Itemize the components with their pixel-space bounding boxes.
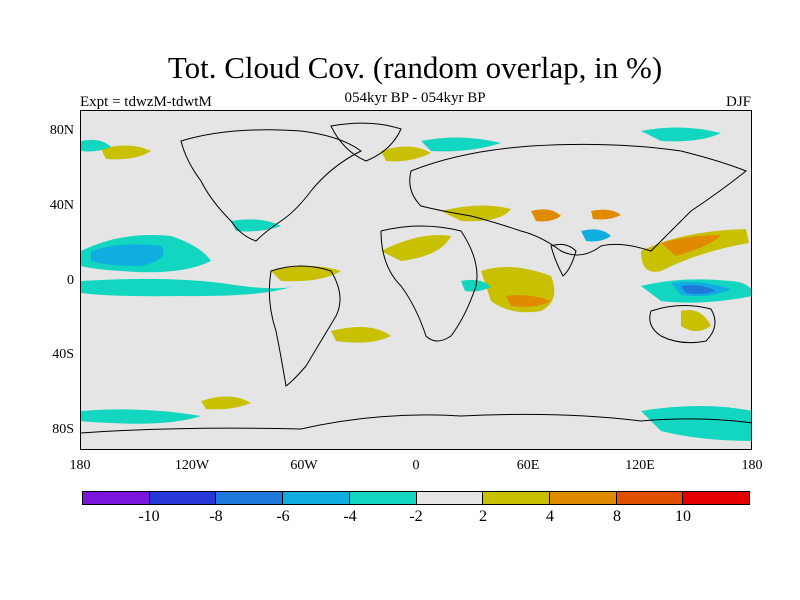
coastline-greenland [330, 122, 402, 162]
anomaly-patch [381, 235, 451, 261]
experiment-label: Expt = tdwzM-tdwtM [80, 94, 212, 110]
anomaly-patch [641, 229, 749, 272]
colorbar-label: -4 [343, 508, 357, 525]
anomaly-patch [581, 229, 611, 242]
colorbar-label: -10 [138, 508, 160, 525]
colorbar-label: 10 [675, 508, 691, 525]
anomaly-patch [661, 235, 721, 256]
lat-label-80s: 80S [52, 422, 74, 437]
colorbar-label: 2 [479, 508, 487, 525]
lon-label-180e: 180 [741, 458, 763, 473]
anomaly-patch [231, 219, 281, 232]
colorbar-label: 8 [613, 508, 621, 525]
anomaly-patch [81, 139, 111, 152]
lon-label-180w: 180 [69, 458, 91, 473]
anomaly-patch [641, 127, 721, 142]
anomaly-patch [81, 409, 201, 424]
colorbar-segment [83, 492, 150, 504]
colorbar-segment [416, 492, 484, 504]
map-svg [81, 122, 751, 441]
anomaly-patch [531, 209, 561, 222]
colorbar-segment [483, 492, 550, 504]
colorbar-segment [349, 492, 417, 504]
colorbar-label: 4 [546, 508, 554, 525]
negative-anomaly-patches [81, 127, 751, 441]
season-label: DJF [725, 94, 751, 110]
plot-subtitle: 054kyr BP - 054kyr BP [344, 90, 486, 106]
colorbar [82, 491, 750, 505]
anomaly-patch [271, 266, 341, 282]
colorbar-segment [683, 492, 750, 504]
anomaly-patch [201, 396, 251, 410]
anomaly-patch [421, 137, 501, 152]
anomaly-patch [681, 310, 711, 331]
anomaly-patch [101, 145, 151, 160]
lon-label-120e: 120E [625, 458, 655, 473]
coastline-south-america [268, 265, 341, 387]
anomaly-patch [381, 146, 431, 162]
coastline-india [550, 243, 577, 277]
anomaly-patch [91, 244, 164, 266]
coastline-north-america [180, 129, 362, 242]
lon-label-60e: 60E [516, 458, 540, 473]
anomaly-patch [591, 209, 621, 220]
lat-label-eq: 0 [67, 273, 74, 288]
anomaly-patch [681, 285, 716, 295]
colorbar-segment [616, 492, 684, 504]
coastline-eurasia [409, 143, 747, 256]
colorbar-segment [283, 492, 350, 504]
lat-label-40s: 40S [52, 347, 74, 362]
lon-label-60w: 60W [290, 458, 318, 473]
coastline-australia [649, 305, 716, 344]
coastline-antarctica [81, 413, 751, 434]
lon-label-0: 0 [412, 458, 420, 473]
anomaly-patch [641, 406, 751, 441]
colorbar-label: -8 [209, 508, 223, 525]
lat-label-80n: 80N [49, 123, 74, 138]
colorbar-segment [549, 492, 617, 504]
colorbar-segment [149, 492, 217, 504]
colorbar-label: -2 [409, 508, 423, 525]
positive-anomaly-patches [101, 145, 749, 410]
lon-label-120w: 120W [174, 458, 210, 473]
map-panel [80, 110, 752, 450]
lat-label-40n: 40N [49, 198, 74, 213]
coastline-africa [380, 225, 478, 342]
plot-title: Tot. Cloud Cov. (random overlap, in %) [167, 50, 663, 85]
anomaly-patch [506, 295, 551, 307]
coastlines [81, 122, 751, 434]
anomaly-patch [331, 327, 391, 343]
anomaly-patch [441, 205, 511, 222]
colorbar-label: -6 [276, 508, 290, 525]
colorbar-segment [216, 492, 284, 504]
anomaly-patch [81, 278, 291, 297]
